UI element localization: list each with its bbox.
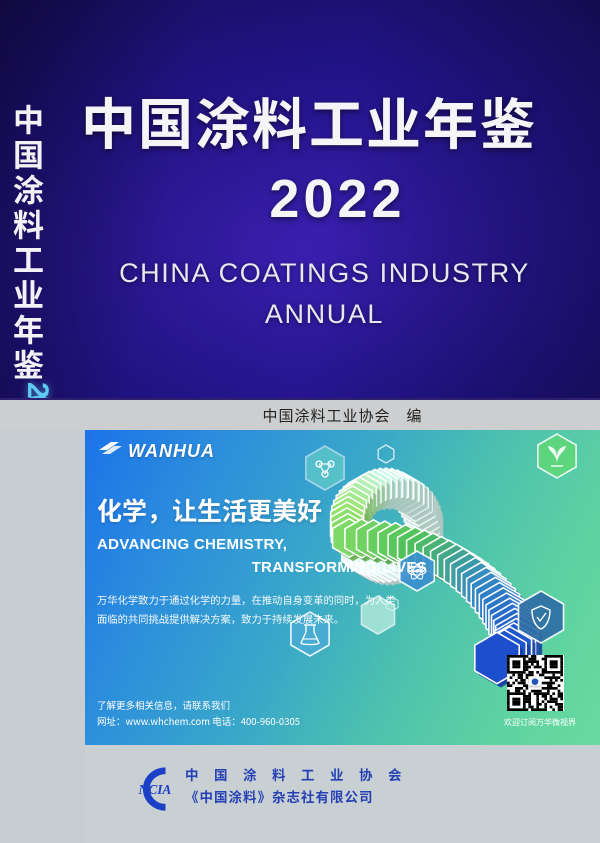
svg-text:NCIA: NCIA xyxy=(138,782,172,797)
svg-text:WANHUA: WANHUA xyxy=(529,685,541,689)
